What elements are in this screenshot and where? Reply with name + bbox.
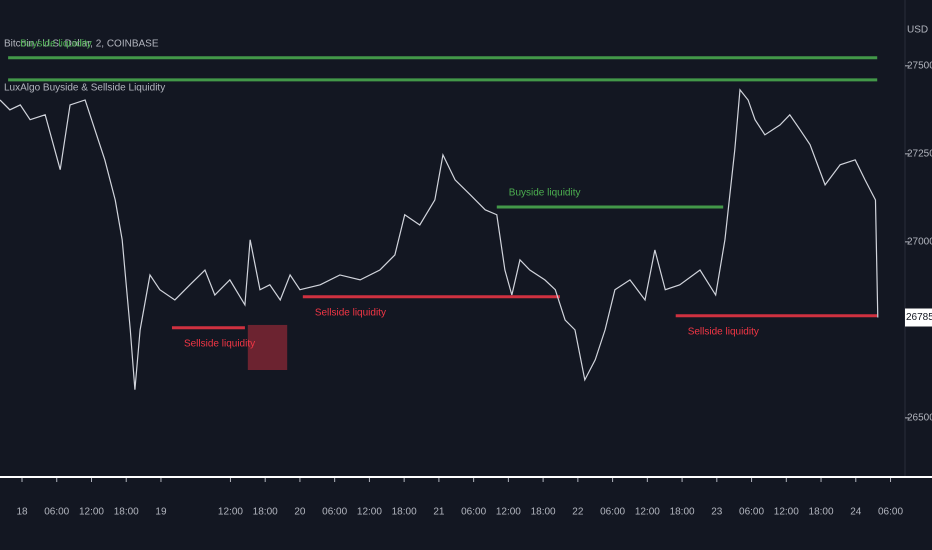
level-label: Sellside liquidity (315, 307, 386, 318)
level-label: Sellside liquidity (688, 326, 759, 337)
liquidity-void (247, 324, 288, 371)
x-tick-label: 24 (850, 507, 862, 518)
chart-title: Bitcoin / U.S. Dollar, 2, COINBASE (4, 39, 159, 50)
level-label: Sellside liquidity (184, 338, 255, 349)
x-tick-label: 06:00 (322, 507, 347, 518)
x-tick-label: 21 (433, 507, 445, 518)
x-tick-label: 12:00 (635, 507, 660, 518)
level-label: Buyside liquidity (509, 188, 581, 199)
price-line (0, 88, 879, 390)
x-tick-label: 12:00 (357, 507, 382, 518)
indicator-name: LuxAlgo Buyside & Sellside Liquidity (4, 83, 165, 94)
x-tick-label: 06:00 (461, 507, 486, 518)
x-tick-label: 18 (16, 507, 28, 518)
y-tick-label: 27250.00 (907, 148, 932, 159)
x-tick-label: 06:00 (878, 507, 903, 518)
x-tick-label: 19 (155, 507, 167, 518)
x-tick-label: 23 (711, 507, 723, 518)
x-tick-label: 12:00 (496, 507, 521, 518)
x-tick-label: 06:00 (600, 507, 625, 518)
last-price-box (905, 308, 932, 327)
x-tick-label: 18:00 (114, 507, 139, 518)
x-tick-label: 18:00 (253, 507, 278, 518)
y-tick-label: 27000.00 (907, 237, 932, 248)
y-tick-label: 27500.00 (907, 60, 932, 71)
x-tick-label: 12:00 (218, 507, 243, 518)
x-tick-label: 20 (294, 507, 306, 518)
x-tick-label: 18:00 (392, 507, 417, 518)
level-label: Buyside liquidity (20, 38, 92, 49)
x-tick-label: 12:00 (79, 507, 104, 518)
last-price-label: 26785.17 (906, 312, 932, 323)
y-tick-label: 26500.00 (907, 413, 932, 424)
x-tick-label: 18:00 (670, 507, 695, 518)
x-tick-label: 06:00 (44, 507, 69, 518)
x-tick-label: 22 (572, 507, 584, 518)
x-tick-label: 12:00 (774, 507, 799, 518)
x-tick-label: 18:00 (531, 507, 556, 518)
x-tick-label: 06:00 (739, 507, 764, 518)
y-axis-label: USD (907, 25, 928, 36)
x-tick-label: 18:00 (809, 507, 834, 518)
